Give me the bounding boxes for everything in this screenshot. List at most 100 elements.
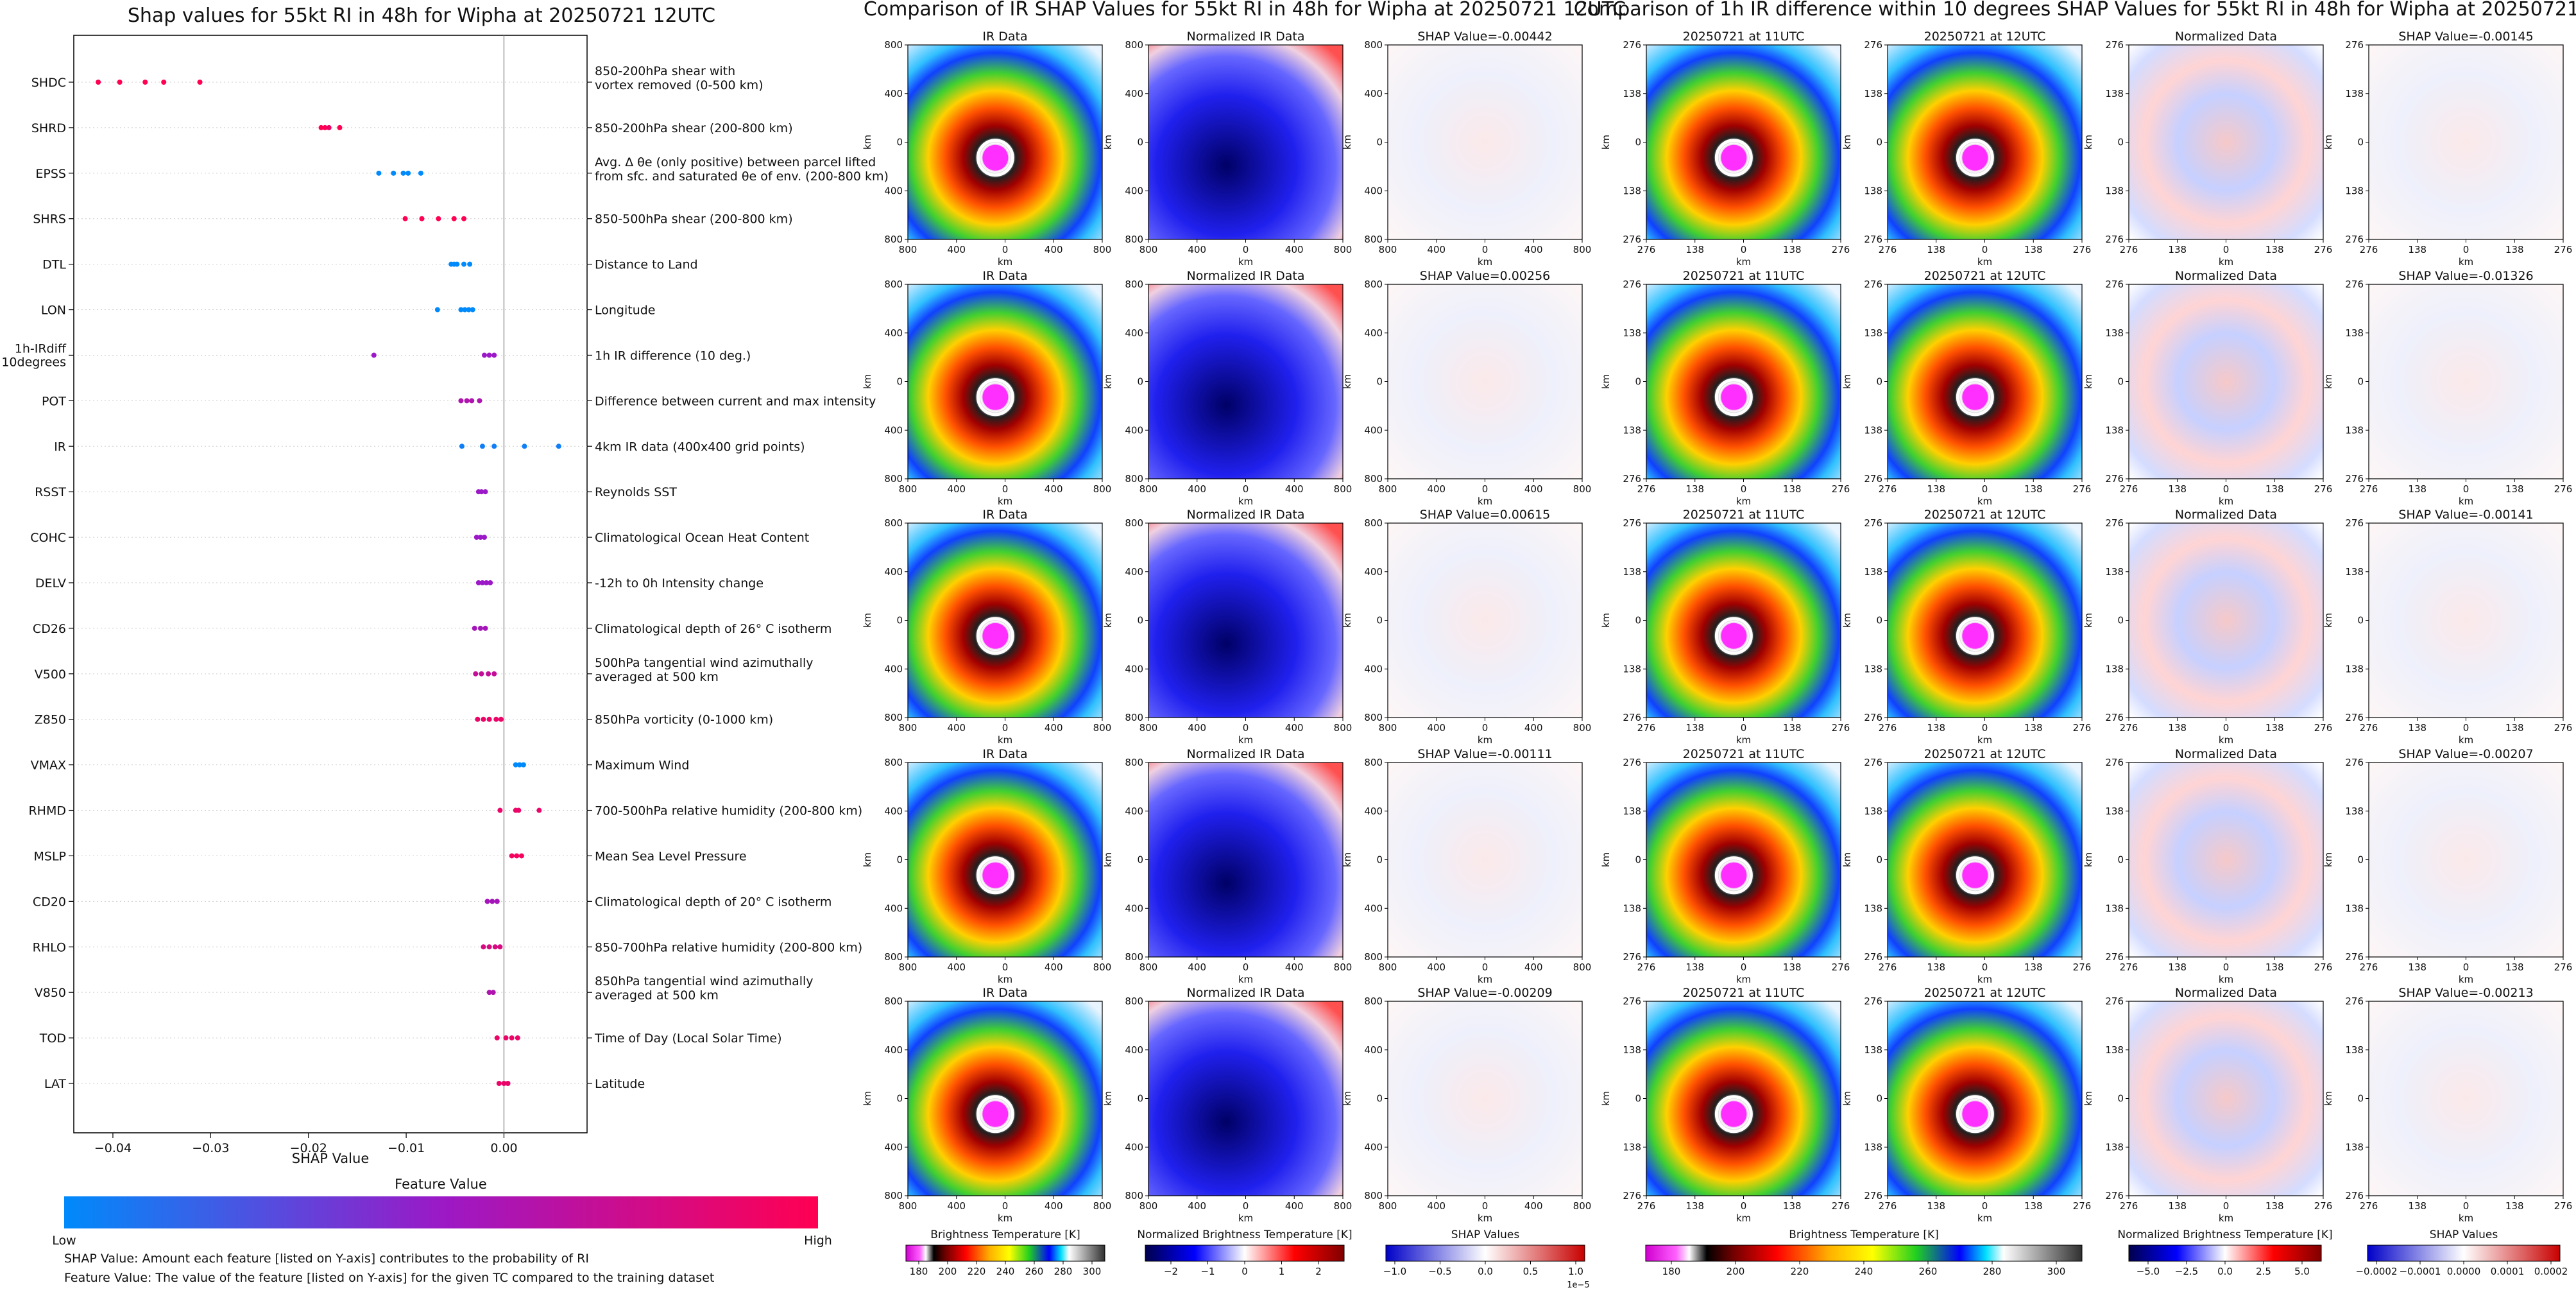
x-axis-label: km bbox=[2219, 1212, 2233, 1224]
x-tick-label: 138 bbox=[2265, 961, 2284, 973]
x-tick-label: 400 bbox=[1045, 722, 1063, 734]
x-tick-label: 400 bbox=[947, 722, 966, 734]
colorbar-tick-label: 220 bbox=[1791, 1266, 1809, 1277]
x-tick-label: 276 bbox=[2073, 244, 2092, 255]
feature-description: from sfc. and saturated θe of env. (200-… bbox=[595, 169, 889, 184]
feature-description: 1h IR difference (10 deg.) bbox=[595, 349, 751, 363]
y-axis-label: km bbox=[1102, 374, 1114, 389]
x-tick-label: 800 bbox=[1093, 722, 1112, 734]
shap-point bbox=[451, 216, 457, 221]
x-axis-label: km bbox=[1238, 256, 1253, 268]
shap-point bbox=[491, 352, 497, 358]
eyewall bbox=[1714, 1095, 1753, 1133]
x-tick-label: 0 bbox=[2223, 1200, 2230, 1212]
x-tick-label: 276 bbox=[2360, 244, 2378, 255]
feature-label: RHMD bbox=[28, 804, 66, 818]
y-tick-label: 276 bbox=[1864, 39, 1882, 51]
x-axis-label: km bbox=[1736, 256, 1751, 268]
y-tick-label: 276 bbox=[2345, 757, 2364, 768]
y-tick-label: 400 bbox=[884, 185, 903, 196]
storm-eye bbox=[982, 623, 1009, 649]
colorbar-tick-label: 5.0 bbox=[2294, 1266, 2310, 1277]
x-tick-label: 0 bbox=[1482, 722, 1488, 734]
x-tick-label: 0 bbox=[2223, 483, 2230, 495]
y-tick-label: 800 bbox=[1364, 473, 1383, 485]
x-tick-label: 138 bbox=[2265, 244, 2284, 255]
y-tick-label: 276 bbox=[2105, 712, 2124, 723]
y-axis-label: km bbox=[1600, 1091, 1612, 1106]
x-tick-label: 138 bbox=[2024, 722, 2043, 734]
y-tick-label: 138 bbox=[1623, 902, 1641, 914]
y-tick-label: 0 bbox=[1876, 615, 1882, 626]
x-tick-label: 400 bbox=[1524, 961, 1543, 973]
feature-description: 850-200hPa shear with bbox=[595, 64, 735, 78]
eyewall bbox=[1956, 139, 1994, 177]
shap-point bbox=[482, 625, 488, 631]
subplot-title: SHAP Value=0.00615 bbox=[1420, 508, 1551, 522]
y-tick-label: 400 bbox=[1364, 1044, 1383, 1056]
x-tick-label: 276 bbox=[2554, 961, 2573, 973]
storm-eye bbox=[1721, 623, 1747, 649]
x-axis-label: km bbox=[1478, 256, 1492, 268]
y-tick-label: 138 bbox=[2345, 1141, 2364, 1153]
x-axis-label: km bbox=[1238, 734, 1253, 746]
feature-row-mslp: MSLP Mean Sea Level Pressure bbox=[34, 849, 747, 863]
feature-row-rhlo: RHLO 850-700hPa relative humidity (200-80… bbox=[33, 940, 863, 954]
normalized-ir-image bbox=[1148, 762, 1343, 957]
x-tick-label: 800 bbox=[1573, 961, 1592, 973]
x-tick-label: 800 bbox=[1379, 244, 1397, 255]
y-tick-label: 276 bbox=[2105, 279, 2124, 290]
x-tick-label: 276 bbox=[1637, 1200, 1656, 1212]
subplot-title: IR Data bbox=[982, 986, 1027, 1000]
feature-row-lat: LAT Latitude bbox=[44, 1077, 645, 1091]
x-tick-label: 138 bbox=[2505, 722, 2524, 734]
shap-point bbox=[400, 170, 406, 176]
y-tick-label: 800 bbox=[884, 757, 903, 768]
y-tick-label: 0 bbox=[1876, 854, 1882, 866]
colorbar-label: SHAP Values bbox=[2430, 1228, 2498, 1241]
x-tick-label: 276 bbox=[1879, 483, 1897, 495]
feature-row-v500: V500 500hPa tangential wind azimuthallyav… bbox=[35, 656, 814, 684]
subplot-title: IR Data bbox=[982, 747, 1027, 761]
subplot-title: SHAP Value=-0.00213 bbox=[2398, 986, 2533, 1000]
subplot-title: SHAP Value=-0.00442 bbox=[1417, 30, 1552, 44]
x-tick-label: 800 bbox=[1139, 483, 1158, 495]
x-axis-label: km bbox=[1238, 1212, 1253, 1224]
y-tick-label: 138 bbox=[1623, 805, 1641, 817]
y-tick-label: 400 bbox=[1364, 805, 1383, 817]
x-tick-label: 800 bbox=[1573, 722, 1592, 734]
y-tick-label: 0 bbox=[1137, 615, 1143, 626]
y-tick-label: 276 bbox=[1623, 234, 1641, 245]
x-tick-label: −0.02 bbox=[290, 1141, 327, 1155]
x-tick-label: 0 bbox=[1741, 1200, 1747, 1212]
x-tick-label: 138 bbox=[1783, 483, 1802, 495]
x-tick-label: 800 bbox=[899, 1200, 917, 1212]
x-tick-label: 138 bbox=[1783, 961, 1802, 973]
y-axis-label: km bbox=[862, 1091, 873, 1106]
x-tick-label: 800 bbox=[1379, 722, 1397, 734]
x-tick-label: 800 bbox=[899, 961, 917, 973]
x-tick-label: 276 bbox=[2073, 483, 2092, 495]
x-tick-label: 138 bbox=[2505, 961, 2524, 973]
x-tick-label: 0 bbox=[1243, 1200, 1249, 1212]
x-tick-label: 138 bbox=[1783, 722, 1802, 734]
x-tick-label: 138 bbox=[1927, 961, 1945, 973]
x-tick-label: 800 bbox=[1334, 722, 1352, 734]
x-tick-label: 800 bbox=[1334, 483, 1352, 495]
shap-point bbox=[161, 80, 167, 85]
feature-label: IR bbox=[54, 440, 66, 454]
colorbar-tick-label: 280 bbox=[1983, 1266, 2002, 1277]
x-tick-label: −0.01 bbox=[388, 1141, 425, 1155]
colorbar-tick-label: −0.0001 bbox=[2399, 1266, 2441, 1277]
normalized-ir-image bbox=[1148, 1001, 1343, 1196]
colorbar-tick-label: 0.0000 bbox=[2447, 1266, 2481, 1277]
x-axis-label: km bbox=[1736, 1212, 1751, 1224]
y-tick-label: 0 bbox=[1137, 1093, 1143, 1105]
x-tick-label: 0 bbox=[1482, 1200, 1488, 1212]
